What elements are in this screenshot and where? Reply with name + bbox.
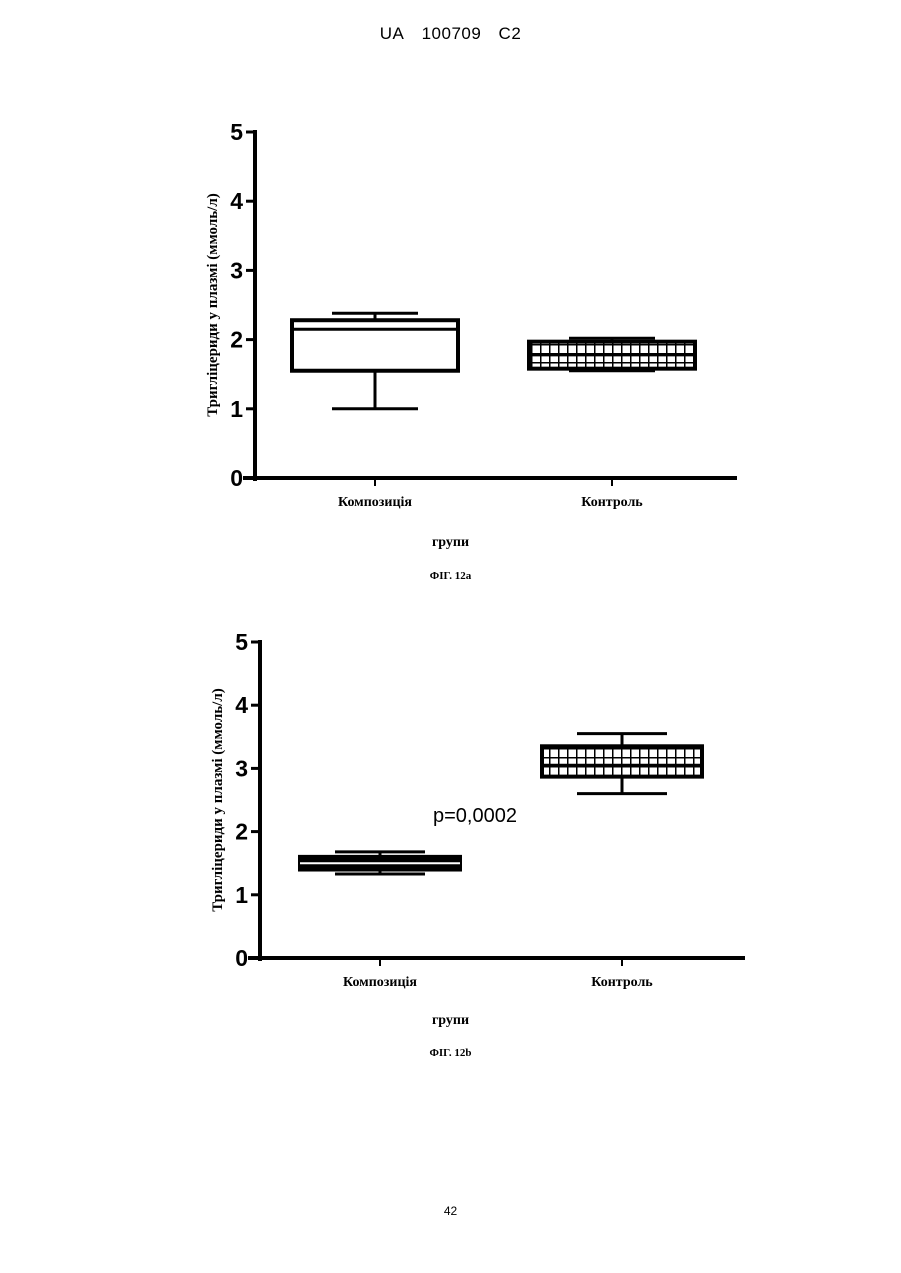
y-tick-label: 1: [230, 396, 243, 422]
y-tick-label: 2: [230, 327, 243, 353]
figure-12a-x-label: групи: [0, 535, 901, 551]
x-category-label: Композиція: [343, 975, 417, 990]
box-control: [542, 734, 702, 794]
y-tick-label: 0: [235, 945, 248, 971]
box-composition: [300, 852, 460, 874]
patent-header: UA 100709 C2: [0, 24, 901, 44]
figure-12a-chart: 0 1 2 3 4 5 Тригліцериди у плазмі (ммоль/л) Ком…: [0, 110, 901, 530]
y-axis-label: Тригліцериди у плазмі (ммоль/л): [205, 193, 221, 417]
y-tick-label: 3: [235, 755, 248, 781]
y-tick-label: 1: [235, 882, 248, 908]
y-tick-label: 3: [230, 257, 243, 283]
patent-number: 100709: [422, 24, 482, 43]
box-control: [529, 338, 695, 371]
patent-kind: C2: [499, 24, 522, 43]
y-tick-label: 5: [235, 629, 248, 655]
x-category-label: Композиція: [338, 495, 412, 510]
y-tick-label: 5: [230, 119, 243, 145]
x-category-label: Контроль: [581, 495, 643, 510]
y-tick-label: 4: [235, 692, 248, 718]
figure-12a-plot: 0 1 2 3 4 5 Тригліцериди у плазмі (ммоль/л) Ком…: [0, 110, 901, 530]
box-composition: [292, 313, 458, 408]
x-category-label: Контроль: [591, 975, 653, 990]
figure-12b-plot: 0 1 2 3 4 5 Тригліцериди у плазмі (ммоль/л) Ком…: [0, 622, 901, 1012]
y-tick-label: 2: [235, 819, 248, 845]
y-tick-label: 0: [230, 465, 243, 491]
figure-12b-chart: 0 1 2 3 4 5 Тригліцериди у плазмі (ммоль/л) Ком…: [0, 622, 901, 1012]
page-number: 42: [0, 1204, 901, 1218]
p-value-annotation: p=0,0002: [433, 805, 517, 827]
figure-12a-caption: ФІГ. 12а: [0, 570, 901, 582]
patent-country: UA: [380, 24, 405, 43]
figure-12b-x-label: групи: [0, 1013, 901, 1029]
y-tick-label: 4: [230, 188, 243, 214]
box-iqr: [542, 746, 702, 776]
figure-12b-caption: ФІГ. 12b: [0, 1047, 901, 1059]
y-axis-label: Тригліцериди у плазмі (ммоль/л): [210, 688, 226, 912]
